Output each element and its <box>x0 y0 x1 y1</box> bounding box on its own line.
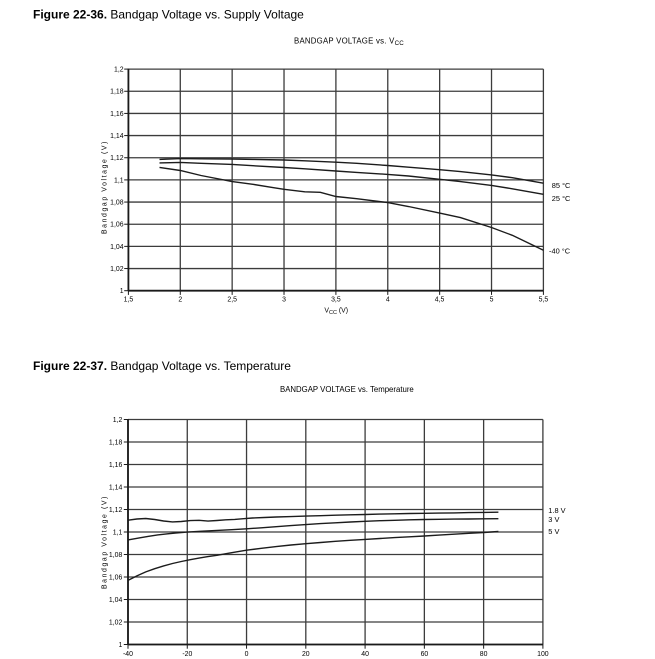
svg-text:100: 100 <box>537 651 549 658</box>
svg-text:4: 4 <box>386 297 390 304</box>
svg-text:80: 80 <box>480 651 488 658</box>
svg-text:-20: -20 <box>182 651 192 658</box>
svg-text:25 °C: 25 °C <box>552 194 571 203</box>
svg-text:3: 3 <box>282 297 286 304</box>
svg-text:1,08: 1,08 <box>110 200 124 207</box>
svg-text:1.8 V: 1.8 V <box>548 506 565 515</box>
svg-text:BANDGAP VOLTAGE vs. VCC: BANDGAP VOLTAGE vs. VCC <box>294 37 404 47</box>
svg-text:Figure 22-36. Bandgap Voltage: Figure 22-36. Bandgap Voltage vs. Supply… <box>33 7 304 21</box>
svg-text:1,14: 1,14 <box>109 484 123 491</box>
svg-text:1,04: 1,04 <box>109 597 123 604</box>
svg-text:85 °C: 85 °C <box>552 181 571 190</box>
svg-text:1,02: 1,02 <box>110 266 124 273</box>
svg-text:1,2: 1,2 <box>114 67 124 74</box>
svg-text:1,08: 1,08 <box>109 552 123 559</box>
svg-text:5: 5 <box>490 297 494 304</box>
svg-text:BANDGAP VOLTAGE vs. Temperatur: BANDGAP VOLTAGE vs. Temperature <box>280 385 414 394</box>
svg-text:1,12: 1,12 <box>110 155 124 162</box>
svg-text:40: 40 <box>361 651 369 658</box>
svg-text:1,2: 1,2 <box>113 417 123 424</box>
svg-text:Bandgap Voltage (V): Bandgap Voltage (V) <box>102 495 109 589</box>
svg-text:1,06: 1,06 <box>109 574 123 581</box>
svg-text:5 V: 5 V <box>548 527 559 536</box>
svg-text:1,18: 1,18 <box>110 89 124 96</box>
svg-text:20: 20 <box>302 651 310 658</box>
svg-text:60: 60 <box>421 651 429 658</box>
svg-text:1,06: 1,06 <box>110 222 124 229</box>
svg-text:4,5: 4,5 <box>435 297 445 304</box>
svg-text:1,1: 1,1 <box>113 529 123 536</box>
svg-text:Figure 22-37. Bandgap Voltage: Figure 22-37. Bandgap Voltage vs. Temper… <box>33 359 291 373</box>
svg-text:1,1: 1,1 <box>114 177 124 184</box>
svg-text:1,14: 1,14 <box>110 133 124 140</box>
svg-text:1,16: 1,16 <box>109 462 123 469</box>
svg-text:3,5: 3,5 <box>331 297 341 304</box>
svg-text:3 V: 3 V <box>548 515 559 524</box>
svg-text:1,5: 1,5 <box>124 297 134 304</box>
svg-text:1: 1 <box>120 288 124 295</box>
svg-text:1,12: 1,12 <box>109 507 123 514</box>
svg-text:0: 0 <box>245 651 249 658</box>
svg-text:1: 1 <box>118 642 122 649</box>
svg-text:1,16: 1,16 <box>110 111 124 118</box>
svg-text:1,02: 1,02 <box>109 619 123 626</box>
svg-text:1,04: 1,04 <box>110 244 124 251</box>
svg-text:1,18: 1,18 <box>109 439 123 446</box>
svg-text:Bandgap Voltage (V): Bandgap Voltage (V) <box>102 140 109 234</box>
svg-text:2: 2 <box>178 297 182 304</box>
svg-text:-40 °C: -40 °C <box>549 247 571 256</box>
svg-text:5,5: 5,5 <box>539 297 549 304</box>
svg-text:2,5: 2,5 <box>227 297 237 304</box>
svg-text:-40: -40 <box>123 651 133 658</box>
svg-text:VCC (V): VCC (V) <box>324 308 348 316</box>
